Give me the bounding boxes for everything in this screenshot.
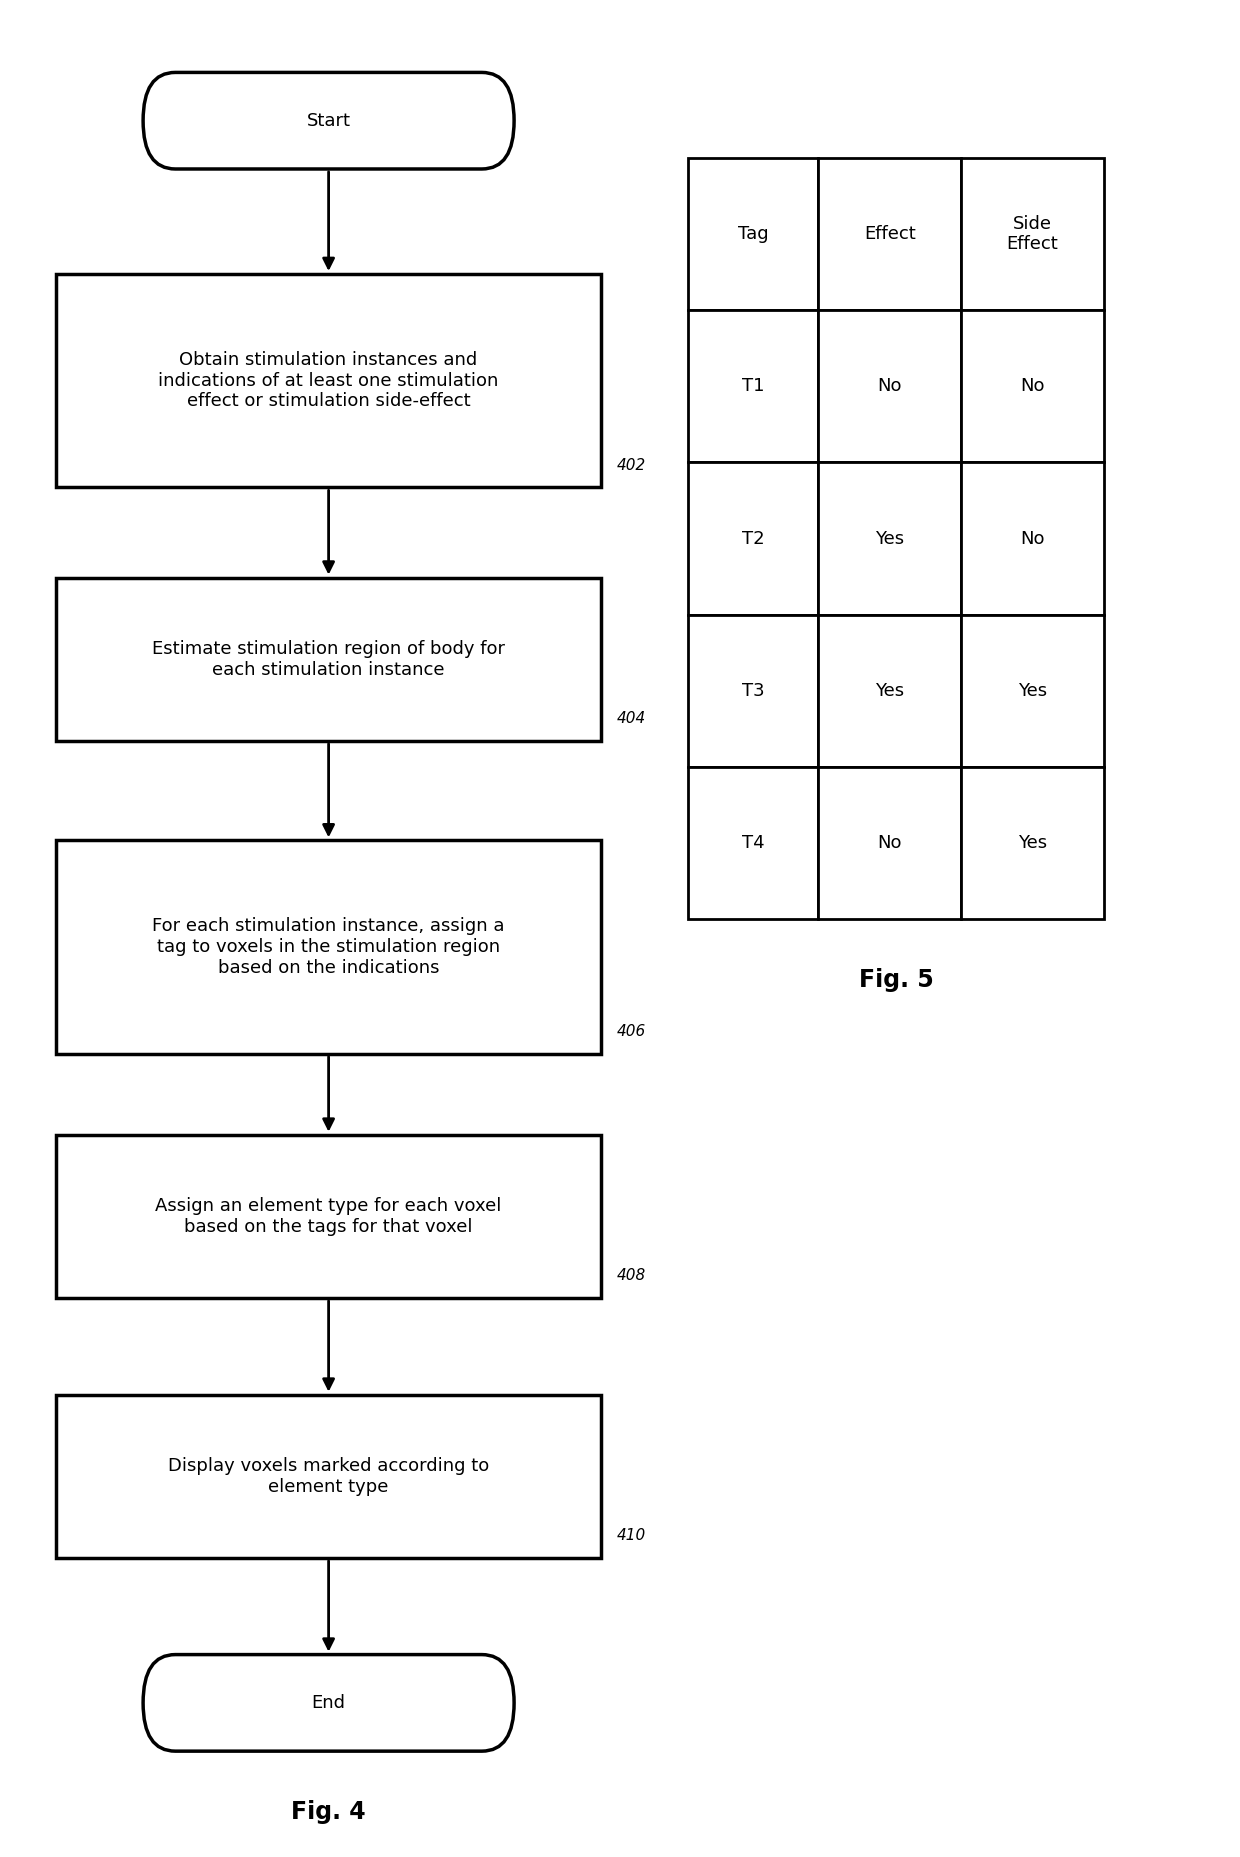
Bar xyxy=(961,767,1104,919)
Text: Fig. 4: Fig. 4 xyxy=(291,1801,366,1824)
Text: No: No xyxy=(878,834,901,852)
Bar xyxy=(818,767,961,919)
Text: 402: 402 xyxy=(616,457,646,474)
Text: Yes: Yes xyxy=(1018,682,1047,700)
Text: 406: 406 xyxy=(616,1023,646,1040)
Text: Obtain stimulation instances and
indications of at least one stimulation
effect : Obtain stimulation instances and indicat… xyxy=(159,351,498,410)
FancyBboxPatch shape xyxy=(143,72,515,169)
FancyBboxPatch shape xyxy=(56,1135,601,1298)
Text: Side
Effect: Side Effect xyxy=(1007,215,1058,253)
Bar xyxy=(688,158,818,310)
Bar xyxy=(961,615,1104,767)
Bar xyxy=(688,462,818,615)
Text: Fig. 5: Fig. 5 xyxy=(858,969,934,992)
Text: No: No xyxy=(878,377,901,396)
Text: Yes: Yes xyxy=(875,529,904,548)
Text: Tag: Tag xyxy=(738,225,769,243)
Text: No: No xyxy=(1021,529,1044,548)
Bar xyxy=(961,310,1104,462)
Text: 410: 410 xyxy=(616,1528,646,1543)
Bar xyxy=(818,462,961,615)
Bar xyxy=(961,462,1104,615)
Bar xyxy=(688,310,818,462)
Text: T2: T2 xyxy=(742,529,765,548)
FancyBboxPatch shape xyxy=(56,839,601,1055)
Text: Start: Start xyxy=(306,111,351,130)
Bar xyxy=(961,158,1104,310)
Text: T1: T1 xyxy=(742,377,765,396)
Bar xyxy=(818,310,961,462)
FancyBboxPatch shape xyxy=(56,578,601,741)
Text: Yes: Yes xyxy=(875,682,904,700)
Text: Yes: Yes xyxy=(1018,834,1047,852)
Text: Estimate stimulation region of body for
each stimulation instance: Estimate stimulation region of body for … xyxy=(153,641,505,678)
Text: T3: T3 xyxy=(742,682,765,700)
Text: T4: T4 xyxy=(742,834,765,852)
Bar xyxy=(818,615,961,767)
Bar xyxy=(688,615,818,767)
FancyBboxPatch shape xyxy=(143,1655,515,1751)
Bar xyxy=(688,767,818,919)
Text: 408: 408 xyxy=(616,1268,646,1283)
FancyBboxPatch shape xyxy=(56,1395,601,1558)
Text: 404: 404 xyxy=(616,711,646,726)
Bar xyxy=(818,158,961,310)
Text: Assign an element type for each voxel
based on the tags for that voxel: Assign an element type for each voxel ba… xyxy=(155,1198,502,1235)
Text: Display voxels marked according to
element type: Display voxels marked according to eleme… xyxy=(167,1458,490,1495)
FancyBboxPatch shape xyxy=(56,273,601,487)
Text: Effect: Effect xyxy=(864,225,915,243)
Text: End: End xyxy=(311,1694,346,1712)
Text: For each stimulation instance, assign a
tag to voxels in the stimulation region
: For each stimulation instance, assign a … xyxy=(153,917,505,977)
Text: No: No xyxy=(1021,377,1044,396)
